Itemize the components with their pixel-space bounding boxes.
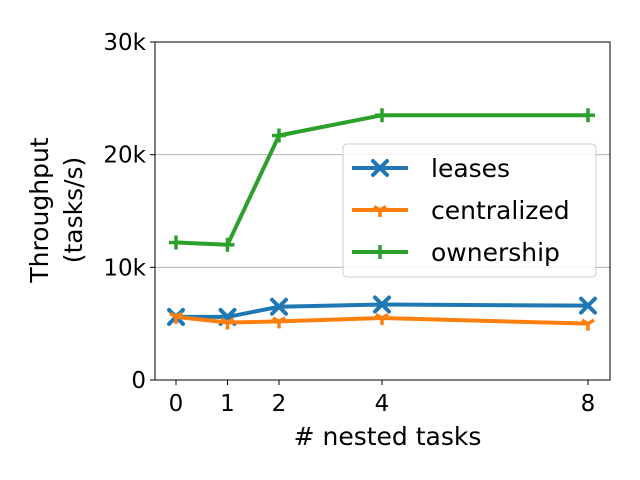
series-layer xyxy=(167,108,597,331)
data-point xyxy=(169,311,183,324)
legend-item-centralized: centralized xyxy=(352,196,570,225)
data-point xyxy=(220,317,235,330)
y-tick-label: 30k xyxy=(103,30,146,56)
data-point xyxy=(270,297,288,316)
marker-stroke xyxy=(226,317,235,325)
data-point xyxy=(371,159,389,177)
x-tick-label: 8 xyxy=(581,391,596,417)
marker-stroke xyxy=(375,313,383,320)
data-point xyxy=(375,108,389,123)
data-point xyxy=(581,318,595,331)
x-tick-label: 4 xyxy=(375,391,390,417)
data-point xyxy=(169,235,183,250)
marker-stroke xyxy=(270,297,288,316)
marker-stroke xyxy=(175,311,183,319)
data-point xyxy=(373,204,387,217)
legend-item-ownership: ownership xyxy=(352,238,560,267)
marker-stroke xyxy=(579,296,597,315)
x-tick-label: 0 xyxy=(169,391,184,417)
marker-stroke xyxy=(220,317,229,325)
marker-stroke xyxy=(581,318,589,326)
data-point xyxy=(272,316,286,329)
marker-stroke xyxy=(379,204,387,212)
y-axis-label-line-1: Throughput xyxy=(25,137,54,283)
y-axis: 0 10k 20k 30k xyxy=(103,30,155,394)
data-point xyxy=(220,237,235,252)
legend-item-leases: leases xyxy=(352,154,510,183)
data-point xyxy=(579,296,597,315)
y-tick-label: 0 xyxy=(131,368,146,394)
x-tick-label: 1 xyxy=(220,391,235,417)
data-point xyxy=(375,313,389,326)
legend-label: centralized xyxy=(431,196,570,225)
legend-box xyxy=(342,143,597,278)
data-point xyxy=(373,295,391,314)
data-point xyxy=(581,108,595,123)
x-axis: 0 1 2 4 8 xyxy=(169,380,596,417)
data-point xyxy=(373,245,387,259)
legend: leases centralized ownership xyxy=(342,143,597,278)
marker-stroke xyxy=(373,204,381,212)
x-axis-label: # nested tasks xyxy=(294,422,482,451)
marker-stroke xyxy=(169,311,177,319)
marker-stroke xyxy=(373,295,391,314)
y-axis-label: Throughput (tasks/s) xyxy=(25,137,88,283)
series-centralized xyxy=(169,311,595,331)
marker-stroke xyxy=(371,159,389,177)
marker-stroke xyxy=(278,316,286,323)
marker-stroke xyxy=(272,316,280,323)
marker-stroke xyxy=(587,318,595,326)
legend-label: ownership xyxy=(431,238,560,267)
y-tick-label: 10k xyxy=(103,255,146,281)
series-ownership xyxy=(169,108,595,252)
y-tick-label: 20k xyxy=(103,143,146,169)
marker-stroke xyxy=(381,313,389,320)
data-point xyxy=(272,128,286,143)
legend-label: leases xyxy=(431,154,510,183)
y-axis-label-line-2: (tasks/s) xyxy=(59,157,88,264)
x-tick-label: 2 xyxy=(272,391,287,417)
